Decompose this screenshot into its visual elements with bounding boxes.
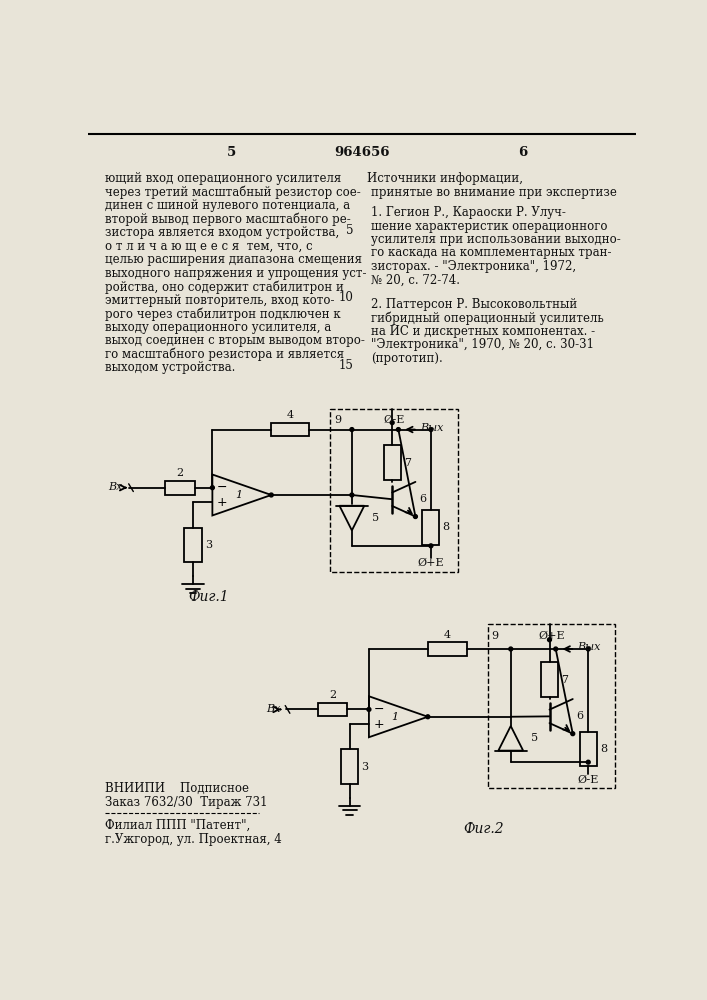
Text: го масштабного резистора и является: го масштабного резистора и является [105,348,344,361]
Text: 2. Паттерсон Р. Высоковольтный: 2. Паттерсон Р. Высоковольтный [371,298,578,311]
Text: 8: 8 [600,744,607,754]
Text: 9: 9 [334,415,341,425]
Text: о т л и ч а ю щ е е с я  тем, что, с: о т л и ч а ю щ е е с я тем, что, с [105,240,313,253]
Bar [341,749,358,784]
Text: усилителя при использовании выходно-: усилителя при использовании выходно- [371,233,621,246]
Text: Источники информации,: Источники информации, [367,172,523,185]
Text: Вх: Вх [108,482,122,492]
Text: 1. Гегион Р., Караоски Р. Улуч-: 1. Гегион Р., Караоски Р. Улуч- [371,206,566,219]
Circle shape [414,515,417,518]
Text: ройства, оно содержит стабилитрон и: ройства, оно содержит стабилитрон и [105,280,344,294]
Text: через третий масштабный резистор сое-: через третий масштабный резистор сое- [105,186,361,199]
Text: 6: 6 [518,146,527,159]
Text: (прототип).: (прототип). [371,352,443,365]
Text: шение характеристик операционного: шение характеристик операционного [371,220,608,233]
Text: 964656: 964656 [334,146,390,159]
Text: Ø+E: Ø+E [538,631,565,641]
Text: динен с шиной нулевого потенциала, а: динен с шиной нулевого потенциала, а [105,199,351,212]
Text: +: + [217,496,228,509]
Text: выход соединен с вторым выводом второ-: выход соединен с вторым выводом второ- [105,334,366,347]
Text: рого через стабилитрон подключен к: рого через стабилитрон подключен к [105,307,341,321]
Circle shape [350,493,354,497]
Bar [541,662,558,697]
Text: 15: 15 [339,359,354,372]
Text: 1: 1 [392,712,399,722]
Text: второй вывод первого масштабного ре-: второй вывод первого масштабного ре- [105,213,351,226]
Text: 1: 1 [235,490,243,500]
Text: −: − [373,703,384,716]
Text: 6: 6 [419,494,426,504]
Text: г.Ужгород, ул. Проектная, 4: г.Ужгород, ул. Проектная, 4 [105,833,282,846]
Text: 7: 7 [404,458,411,468]
Text: 5: 5 [346,224,354,237]
Circle shape [571,732,575,736]
Text: Фиг.1: Фиг.1 [188,590,229,604]
Text: Ø-E: Ø-E [383,415,405,425]
Text: 4: 4 [286,410,293,420]
Circle shape [509,647,513,651]
Text: +: + [373,718,384,731]
Text: 2: 2 [176,468,183,478]
Text: Вых: Вых [420,423,443,433]
Text: Ø+E: Ø+E [418,558,444,568]
Text: 2: 2 [329,690,336,700]
Text: ВНИИПИ    Подписное: ВНИИПИ Подписное [105,782,250,795]
Bar [422,510,440,545]
Text: 6: 6 [577,711,584,721]
Text: −: − [217,481,228,494]
Circle shape [547,638,551,642]
Text: 8: 8 [443,522,450,532]
Bar [330,409,458,572]
Bar [271,423,309,436]
Text: выходу операционного усилителя, а: выходу операционного усилителя, а [105,321,332,334]
Text: 3: 3 [361,762,368,772]
Text: 5: 5 [227,146,236,159]
Circle shape [426,715,430,719]
Circle shape [390,421,394,425]
Text: Заказ 7632/30  Тираж 731: Заказ 7632/30 Тираж 731 [105,796,268,809]
Text: гибридный операционный усилитель: гибридный операционный усилитель [371,311,604,325]
Text: зисторах. - "Электроника", 1972,: зисторах. - "Электроника", 1972, [371,260,576,273]
Bar [185,528,201,562]
Circle shape [350,428,354,431]
Bar [317,703,347,716]
Text: го каскада на комплементарных тран-: го каскада на комплементарных тран- [371,246,612,259]
Circle shape [586,760,590,764]
Text: выходом устройства.: выходом устройства. [105,361,236,374]
Text: 4: 4 [443,630,451,640]
Circle shape [269,493,273,497]
Text: 5: 5 [372,513,379,523]
Circle shape [367,708,371,711]
Circle shape [429,428,433,431]
Text: Ø-E: Ø-E [578,775,599,785]
Text: Филиал ППП "Патент",: Филиал ППП "Патент", [105,819,251,832]
Text: эмиттерный повторитель, вход кото-: эмиттерный повторитель, вход кото- [105,294,335,307]
Text: "Электроника", 1970, № 20, с. 30-31: "Электроника", 1970, № 20, с. 30-31 [371,338,595,351]
Text: Фиг.2: Фиг.2 [463,822,504,836]
Text: Вых: Вых [578,642,601,652]
Text: 3: 3 [204,540,212,550]
Bar [428,642,467,656]
Bar [384,445,401,480]
Text: выходного напряжения и упрощения уст-: выходного напряжения и упрощения уст- [105,267,367,280]
Text: ющий вход операционного усилителя: ющий вход операционного усилителя [105,172,341,185]
Bar [488,624,615,788]
Text: 10: 10 [339,291,354,304]
Bar [165,481,194,495]
Text: Вх: Вх [267,704,281,714]
Text: принятые во внимание при экспертизе: принятые во внимание при экспертизе [371,186,617,199]
Bar [580,732,597,766]
Text: на ИС и дискретных компонентах. -: на ИС и дискретных компонентах. - [371,325,595,338]
Text: целью расширения диапазона смещения: целью расширения диапазона смещения [105,253,363,266]
Text: 5: 5 [531,733,538,743]
Circle shape [554,647,558,651]
Circle shape [586,647,590,651]
Text: 7: 7 [561,675,568,685]
Text: 9: 9 [491,631,498,641]
Circle shape [211,486,214,490]
Text: № 20, с. 72-74.: № 20, с. 72-74. [371,273,460,286]
Circle shape [397,428,400,431]
Circle shape [429,544,433,548]
Text: зистора является входом устройства,: зистора является входом устройства, [105,226,339,239]
